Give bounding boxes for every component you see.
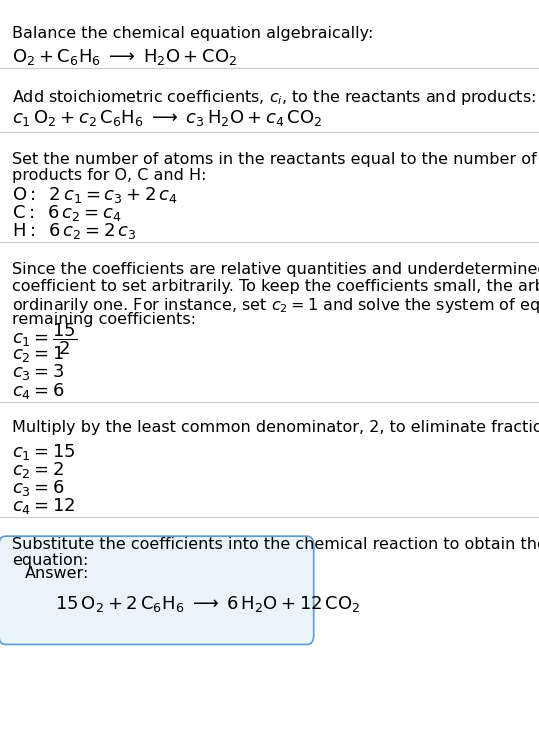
- Text: equation:: equation:: [12, 553, 88, 569]
- Text: Add stoichiometric coefficients, $c_i$, to the reactants and products:: Add stoichiometric coefficients, $c_i$, …: [12, 88, 536, 107]
- Text: $15\,\mathrm{O_2} + 2\,\mathrm{C_6H_6} \;\longrightarrow\; 6\,\mathrm{H_2O} + 12: $15\,\mathrm{O_2} + 2\,\mathrm{C_6H_6} \…: [55, 594, 361, 614]
- Text: $c_1 = 15$: $c_1 = 15$: [12, 442, 75, 462]
- Text: $c_3 = 3$: $c_3 = 3$: [12, 362, 64, 383]
- Text: Answer:: Answer:: [25, 566, 89, 581]
- Text: remaining coefficients:: remaining coefficients:: [12, 312, 196, 327]
- Text: $c_2 = 2$: $c_2 = 2$: [12, 460, 64, 481]
- Text: $c_1\,\mathrm{O_2} + c_2\,\mathrm{C_6H_6} \;\longrightarrow\; c_3\,\mathrm{H_2O}: $c_1\,\mathrm{O_2} + c_2\,\mathrm{C_6H_6…: [12, 108, 322, 129]
- Text: $\mathrm{O:}\;\;2\,c_1 = c_3 + 2\,c_4$: $\mathrm{O:}\;\;2\,c_1 = c_3 + 2\,c_4$: [12, 185, 178, 205]
- Text: $c_3 = 6$: $c_3 = 6$: [12, 478, 65, 499]
- FancyBboxPatch shape: [0, 536, 314, 644]
- Text: Substitute the coefficients into the chemical reaction to obtain the balanced: Substitute the coefficients into the che…: [12, 537, 539, 552]
- Text: ordinarily one. For instance, set $c_2 = 1$ and solve the system of equations fo: ordinarily one. For instance, set $c_2 =…: [12, 296, 539, 314]
- Text: $c_4 = 6$: $c_4 = 6$: [12, 381, 65, 401]
- Text: Multiply by the least common denominator, 2, to eliminate fractional coefficient: Multiply by the least common denominator…: [12, 420, 539, 435]
- Text: Since the coefficients are relative quantities and underdetermined, choose a: Since the coefficients are relative quan…: [12, 262, 539, 277]
- Text: Balance the chemical equation algebraically:: Balance the chemical equation algebraica…: [12, 26, 373, 41]
- Text: $c_2 = 1$: $c_2 = 1$: [12, 344, 64, 365]
- Text: $\mathrm{C:}\;\;6\,c_2 = c_4$: $\mathrm{C:}\;\;6\,c_2 = c_4$: [12, 203, 121, 223]
- Text: products for O, C and H:: products for O, C and H:: [12, 168, 206, 183]
- Text: $\mathrm{O_2 + C_6H_6 \;\longrightarrow\; H_2O + CO_2}$: $\mathrm{O_2 + C_6H_6 \;\longrightarrow\…: [12, 47, 237, 67]
- Text: $c_4 = 12$: $c_4 = 12$: [12, 496, 75, 517]
- Text: Set the number of atoms in the reactants equal to the number of atoms in the: Set the number of atoms in the reactants…: [12, 152, 539, 167]
- Text: coefficient to set arbitrarily. To keep the coefficients small, the arbitrary va: coefficient to set arbitrarily. To keep …: [12, 279, 539, 294]
- Text: $\mathrm{H:}\;\;6\,c_2 = 2\,c_3$: $\mathrm{H:}\;\;6\,c_2 = 2\,c_3$: [12, 221, 136, 241]
- Text: $c_1 = \dfrac{15}{2}$: $c_1 = \dfrac{15}{2}$: [12, 322, 77, 357]
